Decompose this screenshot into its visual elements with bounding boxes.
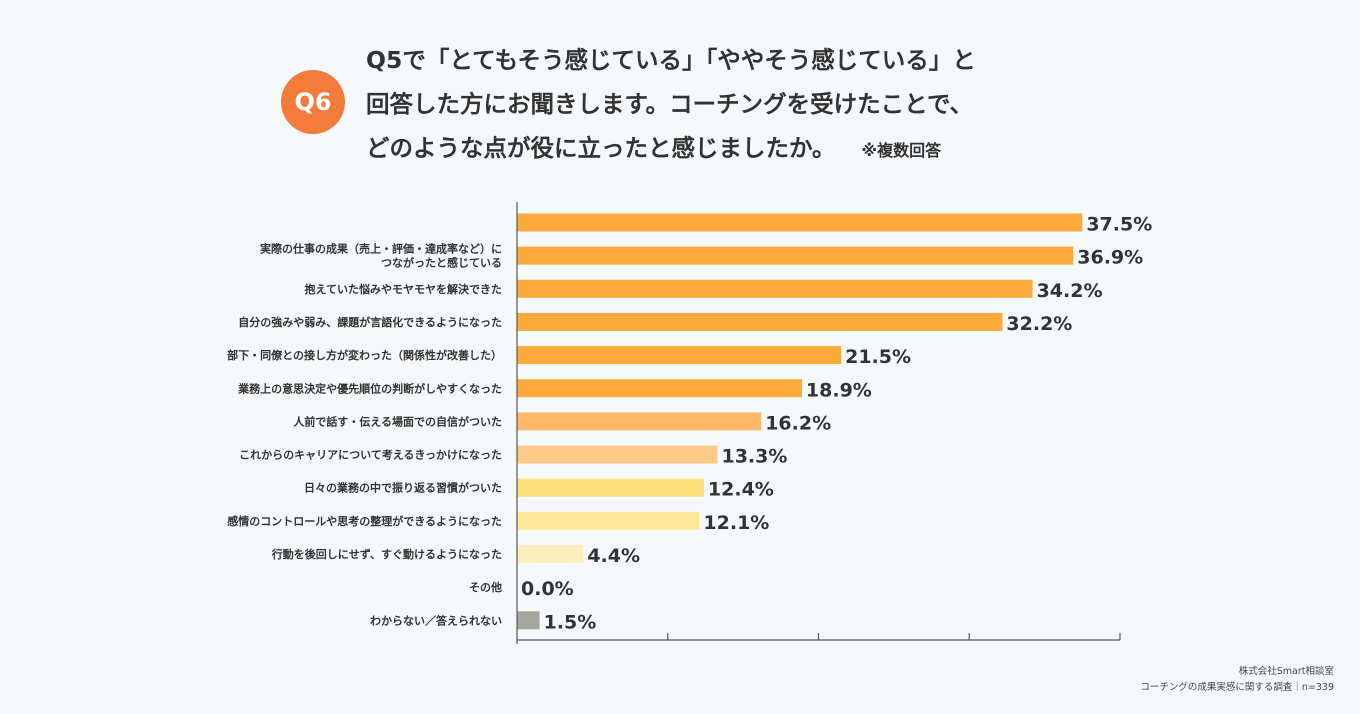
question-line-3: どのような点が役に立ったと感じましたか。 ※複数回答 — [366, 126, 1126, 173]
value-label-8: 12.4% — [708, 479, 774, 501]
category-label-8: 日々の業務の中で振り返る習慣がついた — [304, 481, 502, 495]
value-label-9: 12.1% — [703, 512, 769, 534]
bar-6 — [517, 412, 762, 431]
bar-4 — [517, 346, 842, 365]
question-line-3-text: どのような点が役に立ったと感じましたか。 — [366, 134, 836, 162]
value-label-5: 18.9% — [806, 379, 872, 401]
category-label-9: 感情のコントロールや思考の整理ができるようになった — [227, 514, 502, 528]
bar-9 — [517, 511, 700, 530]
question-number-badge: Q6 — [281, 70, 345, 134]
value-label-12: 1.5% — [544, 611, 597, 633]
company-name: 株式会社Smart相談室 — [1238, 666, 1334, 677]
bar-2 — [517, 279, 1033, 298]
category-label-4: 部下・同僚との接し方が変わった（関係性が改善した） — [227, 348, 502, 362]
category-label-3: 自分の強みや弱み、課題が言語化できるようになった — [238, 315, 502, 329]
bar-7 — [517, 445, 718, 464]
source-credit: 株式会社Smart相談室 コーチングの成果実感に関する調査｜n=339 — [1140, 664, 1334, 696]
bar-8 — [517, 478, 704, 497]
value-label-6: 16.2% — [765, 412, 831, 434]
category-label-7: これからのキャリアについて考えるきっかけになった — [239, 448, 502, 462]
value-label-10: 4.4% — [587, 545, 640, 567]
bar-5 — [517, 379, 802, 398]
category-label-11: その他 — [469, 580, 502, 594]
value-label-0: 37.5% — [1086, 214, 1152, 236]
multiple-answer-note: ※複数回答 — [861, 141, 942, 160]
value-label-7: 13.3% — [721, 446, 787, 468]
category-label-12: わからない／答えられない — [370, 613, 502, 627]
category-label-1: 実際の仕事の成果（売上・評価・達成率など）につながったと感じている — [260, 242, 502, 270]
category-label-2: 抱えていた悩みやモヤモヤを解決できた — [305, 282, 502, 296]
value-label-3: 32.2% — [1006, 313, 1072, 335]
bar-3 — [517, 312, 1003, 331]
value-label-4: 21.5% — [845, 346, 911, 368]
bar-0 — [517, 213, 1083, 232]
question-line-1: Q5で「とてもそう感じている」「ややそう感じている」と — [366, 46, 976, 74]
bar-12 — [517, 611, 540, 630]
category-label-6: 人前で話す・伝える場面での自信がついた — [293, 414, 502, 428]
bar-1 — [517, 246, 1074, 265]
value-label-1: 36.9% — [1077, 247, 1143, 269]
value-label-11: 0.0% — [521, 578, 574, 600]
question-line-2: 回答した方にお聞きします。コーチングを受けたことで、 — [366, 90, 974, 118]
survey-info: コーチングの成果実感に関する調査｜n=339 — [1140, 682, 1334, 693]
value-label-2: 34.2% — [1037, 280, 1103, 302]
question-text: Q5で「とてもそう感じている」「ややそう感じている」と 回答した方にお聞きします… — [366, 38, 1126, 173]
bar-10 — [517, 545, 584, 563]
category-label-10: 行動を後回しにせず、すぐ動けるようになった — [271, 547, 502, 561]
category-label-5: 業務上の意思決定や優先順位の判断がしやすくなった — [237, 381, 502, 395]
